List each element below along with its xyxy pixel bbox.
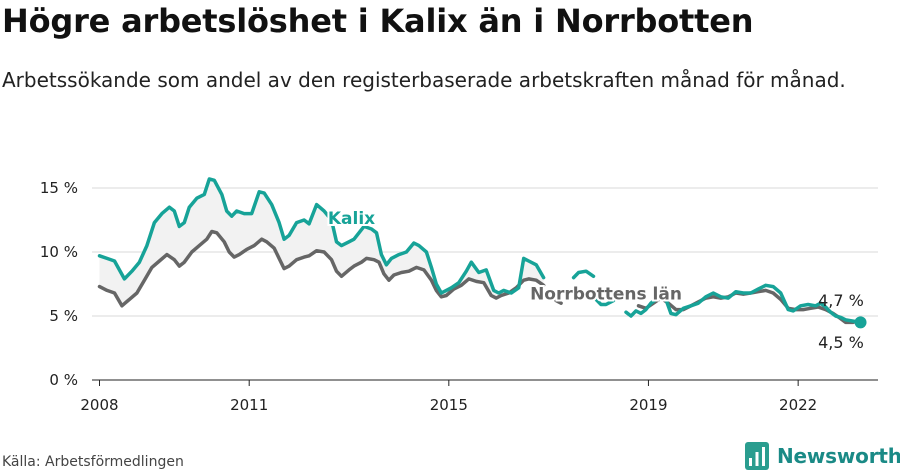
difference-area xyxy=(99,179,544,306)
y-tick-label: 15 % xyxy=(40,179,78,197)
gridlines xyxy=(92,187,878,317)
y-tick-label: 10 % xyxy=(40,243,78,261)
end-value-label-top: 4,7 % xyxy=(818,291,864,310)
source-note: Källa: Arbetsförmedlingen xyxy=(2,454,184,470)
series-line-kalix xyxy=(571,269,596,280)
series-label-norrbotten: Norrbottens län xyxy=(530,284,682,304)
endpoint-marker-kalix xyxy=(854,316,867,329)
chart-title: Högre arbetslöshet i Kalix än i Norrbott… xyxy=(2,2,754,40)
series-line-norrbotten xyxy=(554,298,563,305)
newsworthy-logo-icon xyxy=(745,442,769,470)
brand-name: Newsworthy xyxy=(777,444,900,468)
series-lines xyxy=(97,177,867,329)
difference-fill xyxy=(99,179,544,306)
y-tick-label: 0 % xyxy=(49,371,78,389)
x-tick-label: 2015 xyxy=(430,396,468,414)
x-tick-label: 2011 xyxy=(230,396,268,414)
series-label-kalix: Kalix xyxy=(328,209,375,229)
series-labels: Kalix Norrbottens län 4,7 % 4,5 % xyxy=(326,207,864,352)
x-tick-label: 2019 xyxy=(629,396,667,414)
series-line-kalix xyxy=(624,283,863,325)
end-value-label-bottom: 4,5 % xyxy=(818,333,864,352)
chart-subtitle: Arbetssökande som andel av den registerb… xyxy=(2,68,846,92)
series-line-kalix xyxy=(594,297,616,307)
axes: 0 % 5 % 10 % 15 % 2008 2011 2015 2019 2022 xyxy=(40,179,878,414)
x-tick-label: 2008 xyxy=(80,396,118,414)
series-line-kalix xyxy=(97,177,546,295)
brand-logo[interactable]: Newsworthy xyxy=(745,441,900,471)
y-tick-label: 5 % xyxy=(49,307,78,325)
series-line-norrbotten xyxy=(97,229,546,308)
x-tick-label: 2022 xyxy=(779,396,817,414)
